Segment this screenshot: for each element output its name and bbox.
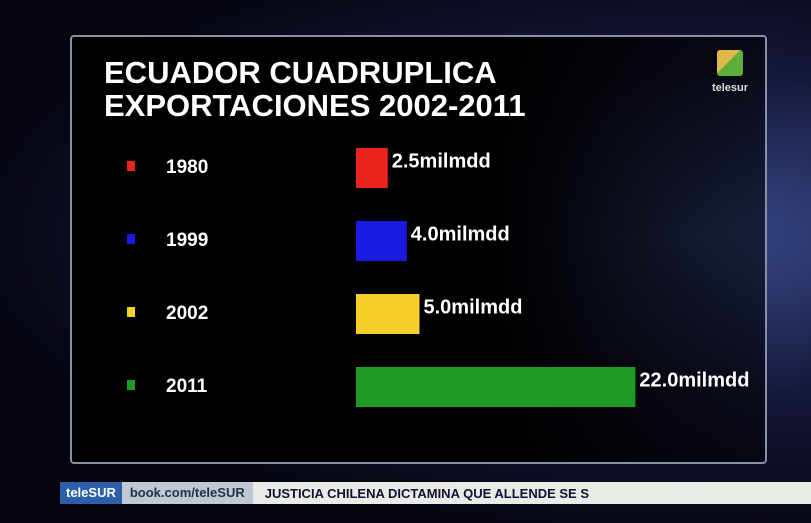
category-label: 2011 — [166, 376, 208, 397]
ticker-headline: JUSTICIA CHILENA DICTAMINA QUE ALLENDE S… — [264, 485, 590, 501]
category-label: 1980 — [166, 157, 208, 178]
value-label: 4.0milmdd — [411, 223, 510, 245]
bar — [356, 294, 420, 334]
channel-logo: telesur — [700, 50, 760, 94]
bar — [356, 367, 636, 407]
ticker-url: book.com/teleSUR — [121, 482, 253, 504]
legend-swatch — [127, 380, 135, 390]
legend-swatch — [127, 161, 135, 171]
category-label: 2002 — [166, 303, 208, 324]
logo-text: telesur — [711, 82, 749, 94]
legend-swatch — [127, 307, 135, 317]
news-ticker: teleSUR book.com/teleSUR JUSTICIA CHILEN… — [60, 482, 811, 504]
bar — [356, 221, 407, 261]
value-label: 2.5milmdd — [392, 150, 491, 172]
bar — [356, 148, 388, 188]
logo-icon — [717, 50, 743, 76]
chart-title: ECUADOR CUADRUPLICA EXPORTACIONES 2002-2… — [104, 55, 526, 123]
value-label: 22.0milmdd — [639, 369, 749, 391]
ticker-brand: teleSUR — [60, 482, 122, 504]
legend-swatch — [127, 234, 135, 244]
category-label: 1999 — [166, 230, 208, 251]
value-label: 5.0milmdd — [424, 296, 523, 318]
